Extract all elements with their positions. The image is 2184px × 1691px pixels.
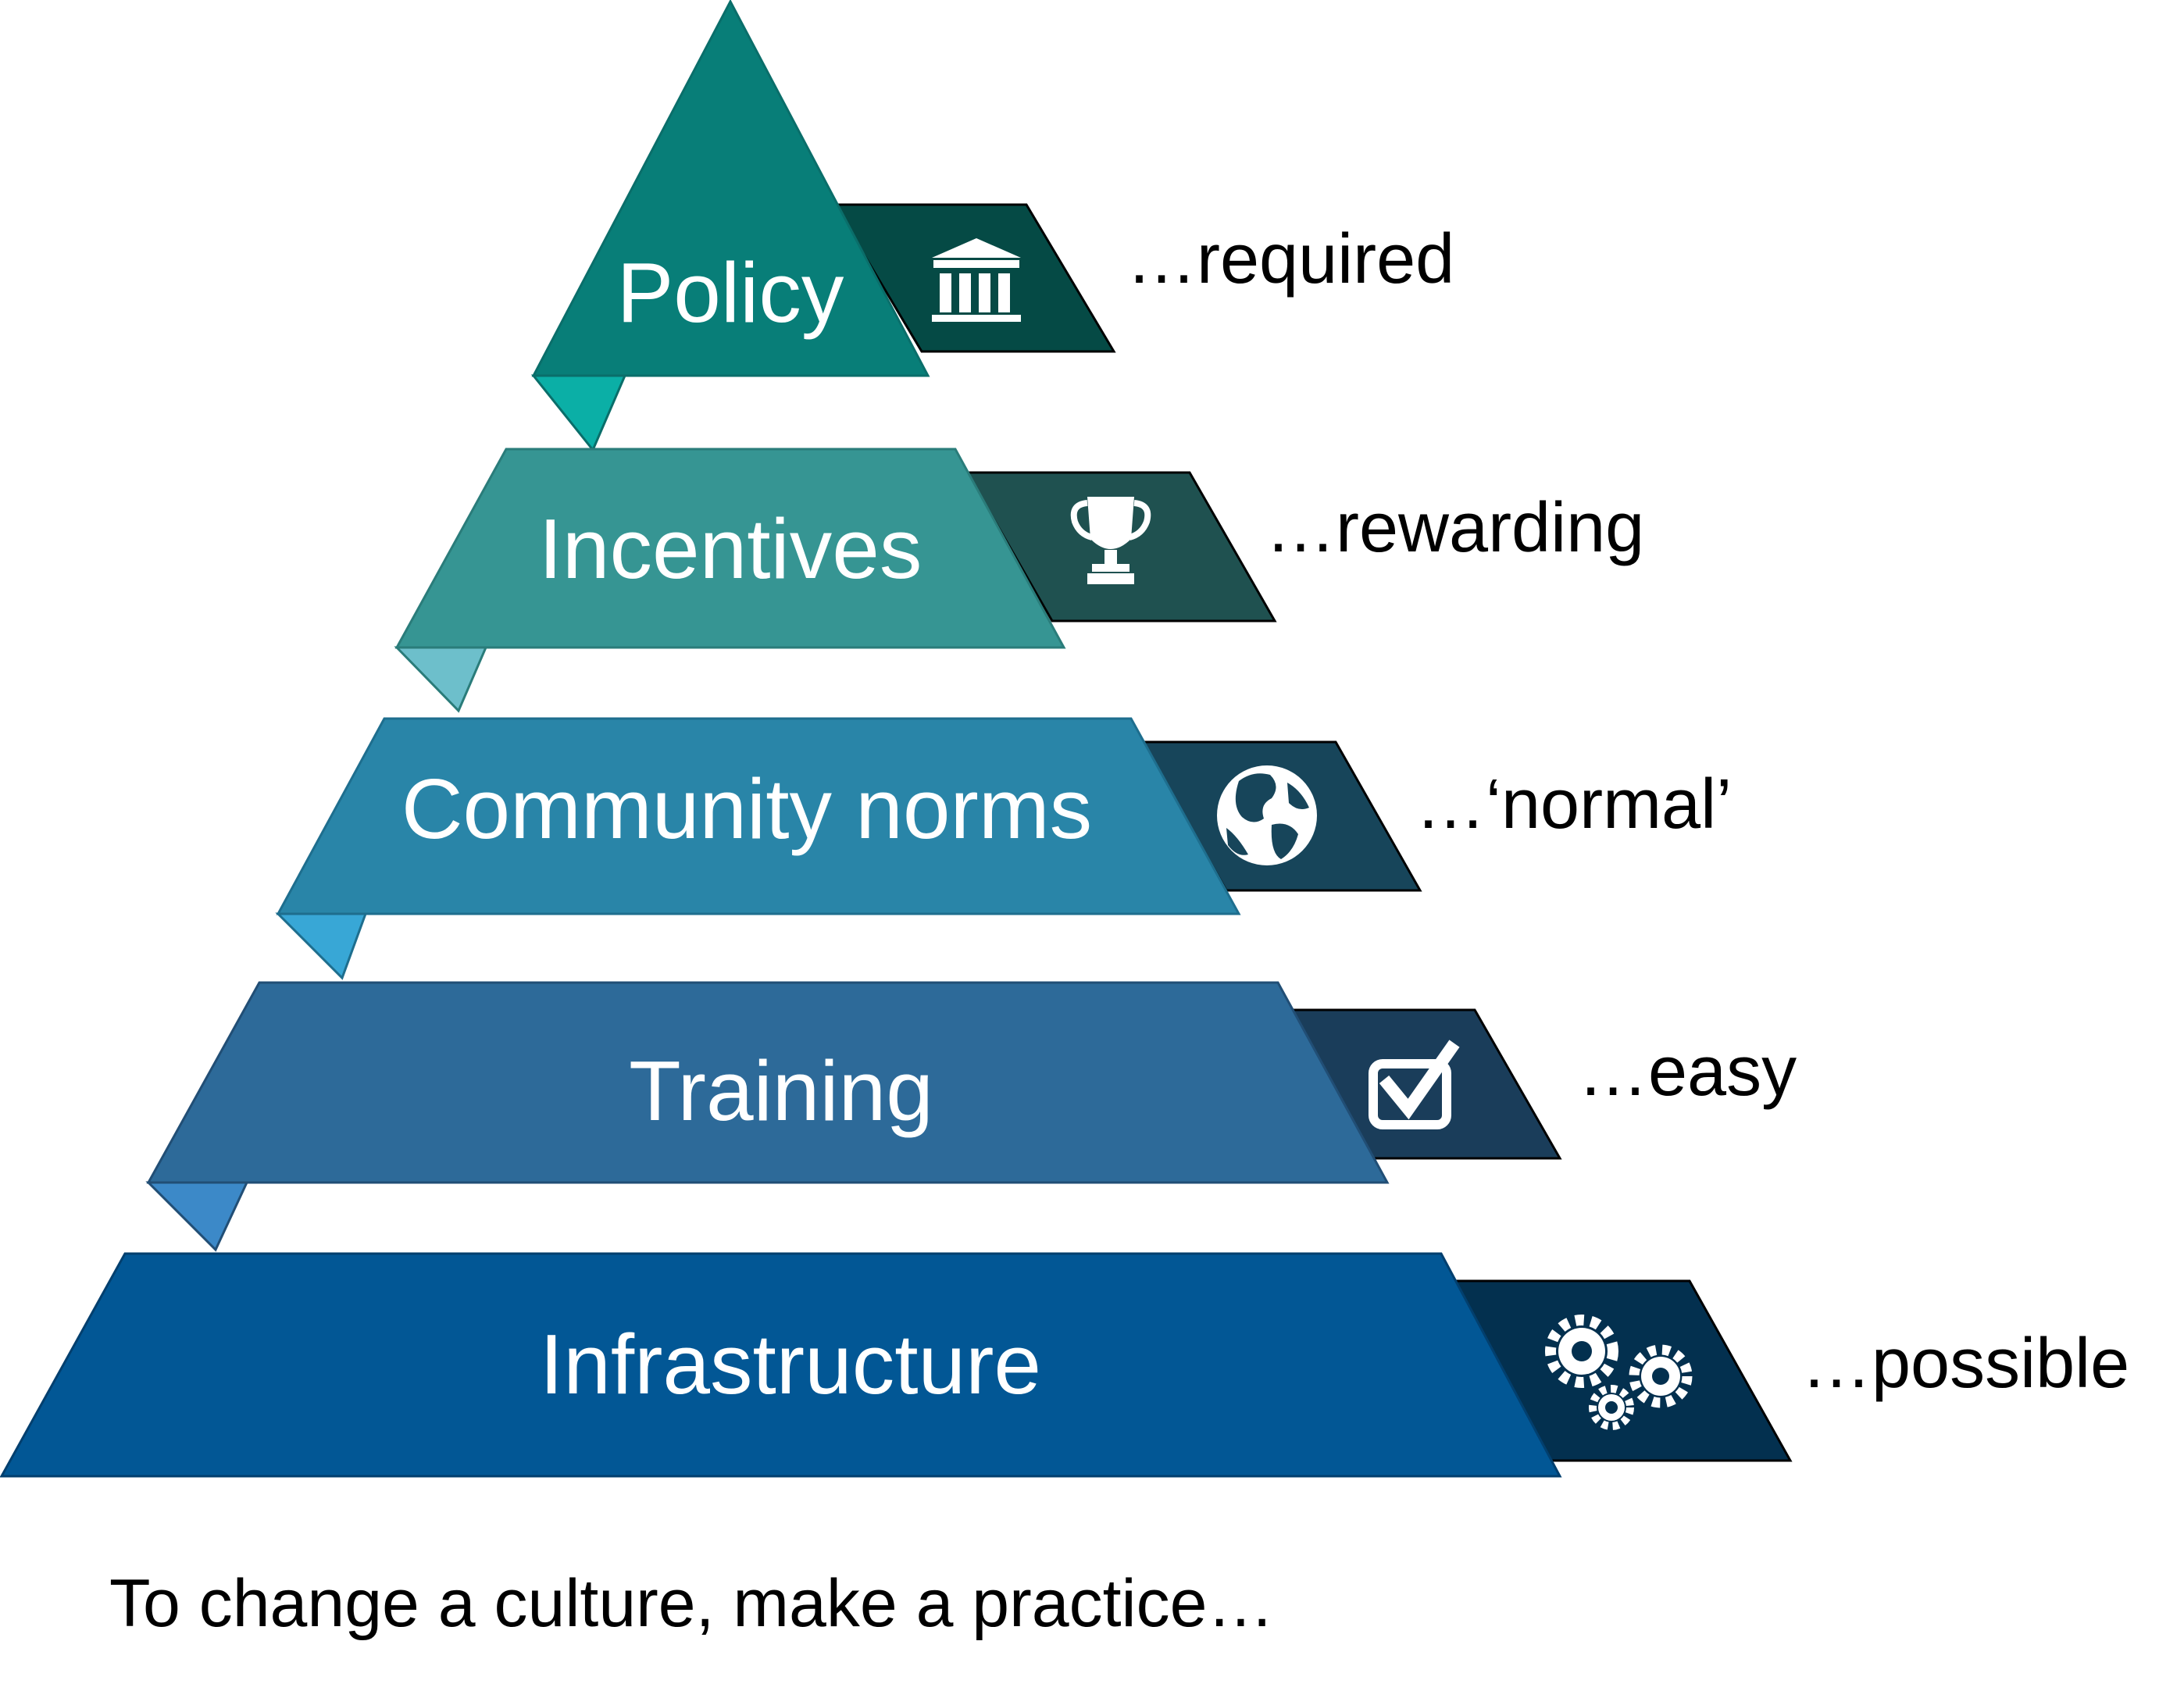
- diagram-caption: To change a culture, make a practice…: [109, 1566, 1274, 1641]
- community-norms-label: Community norms: [401, 762, 1092, 857]
- community-norms-fold: [275, 912, 368, 980]
- policy-label: Policy: [617, 245, 844, 341]
- tier-policy: Policy …required: [530, 0, 1454, 452]
- incentives-fold: [394, 646, 488, 713]
- policy-outcome: …required: [1126, 220, 1454, 298]
- tier-community-norms: Community norms …‘normal’: [275, 717, 1732, 980]
- tier-incentives: Incentives …rewarding: [394, 448, 1644, 713]
- policy-tab: [832, 203, 1116, 353]
- incentives-shape: [394, 448, 1066, 649]
- tier-training: Training …easy: [145, 981, 1797, 1252]
- tier-infrastructure: Infrastructure …possible: [0, 1252, 2129, 1478]
- infrastructure-shape: [0, 1252, 1562, 1478]
- infrastructure-label: Infrastructure: [540, 1317, 1041, 1412]
- incentives-outcome: …rewarding: [1265, 489, 1644, 567]
- community-norms-outcome: …‘normal’: [1415, 765, 1732, 844]
- checkbox-icon: [1369, 1040, 1460, 1129]
- bank-icon: [932, 238, 1021, 322]
- training-outcome: …easy: [1578, 1033, 1797, 1111]
- policy-fold: [530, 374, 627, 452]
- infrastructure-outcome: …possible: [1801, 1325, 2129, 1403]
- policy-shape: [531, 0, 930, 377]
- training-label: Training: [629, 1043, 933, 1139]
- gears-icon: [1545, 1315, 1693, 1430]
- training-fold: [145, 1181, 249, 1252]
- globe-icon: [1217, 765, 1317, 865]
- training-shape: [146, 981, 1390, 1184]
- trophy-icon: [1070, 497, 1151, 584]
- incentives-tab: [965, 471, 1277, 623]
- community-norms-shape: [276, 717, 1241, 915]
- incentives-label: Incentives: [539, 501, 922, 597]
